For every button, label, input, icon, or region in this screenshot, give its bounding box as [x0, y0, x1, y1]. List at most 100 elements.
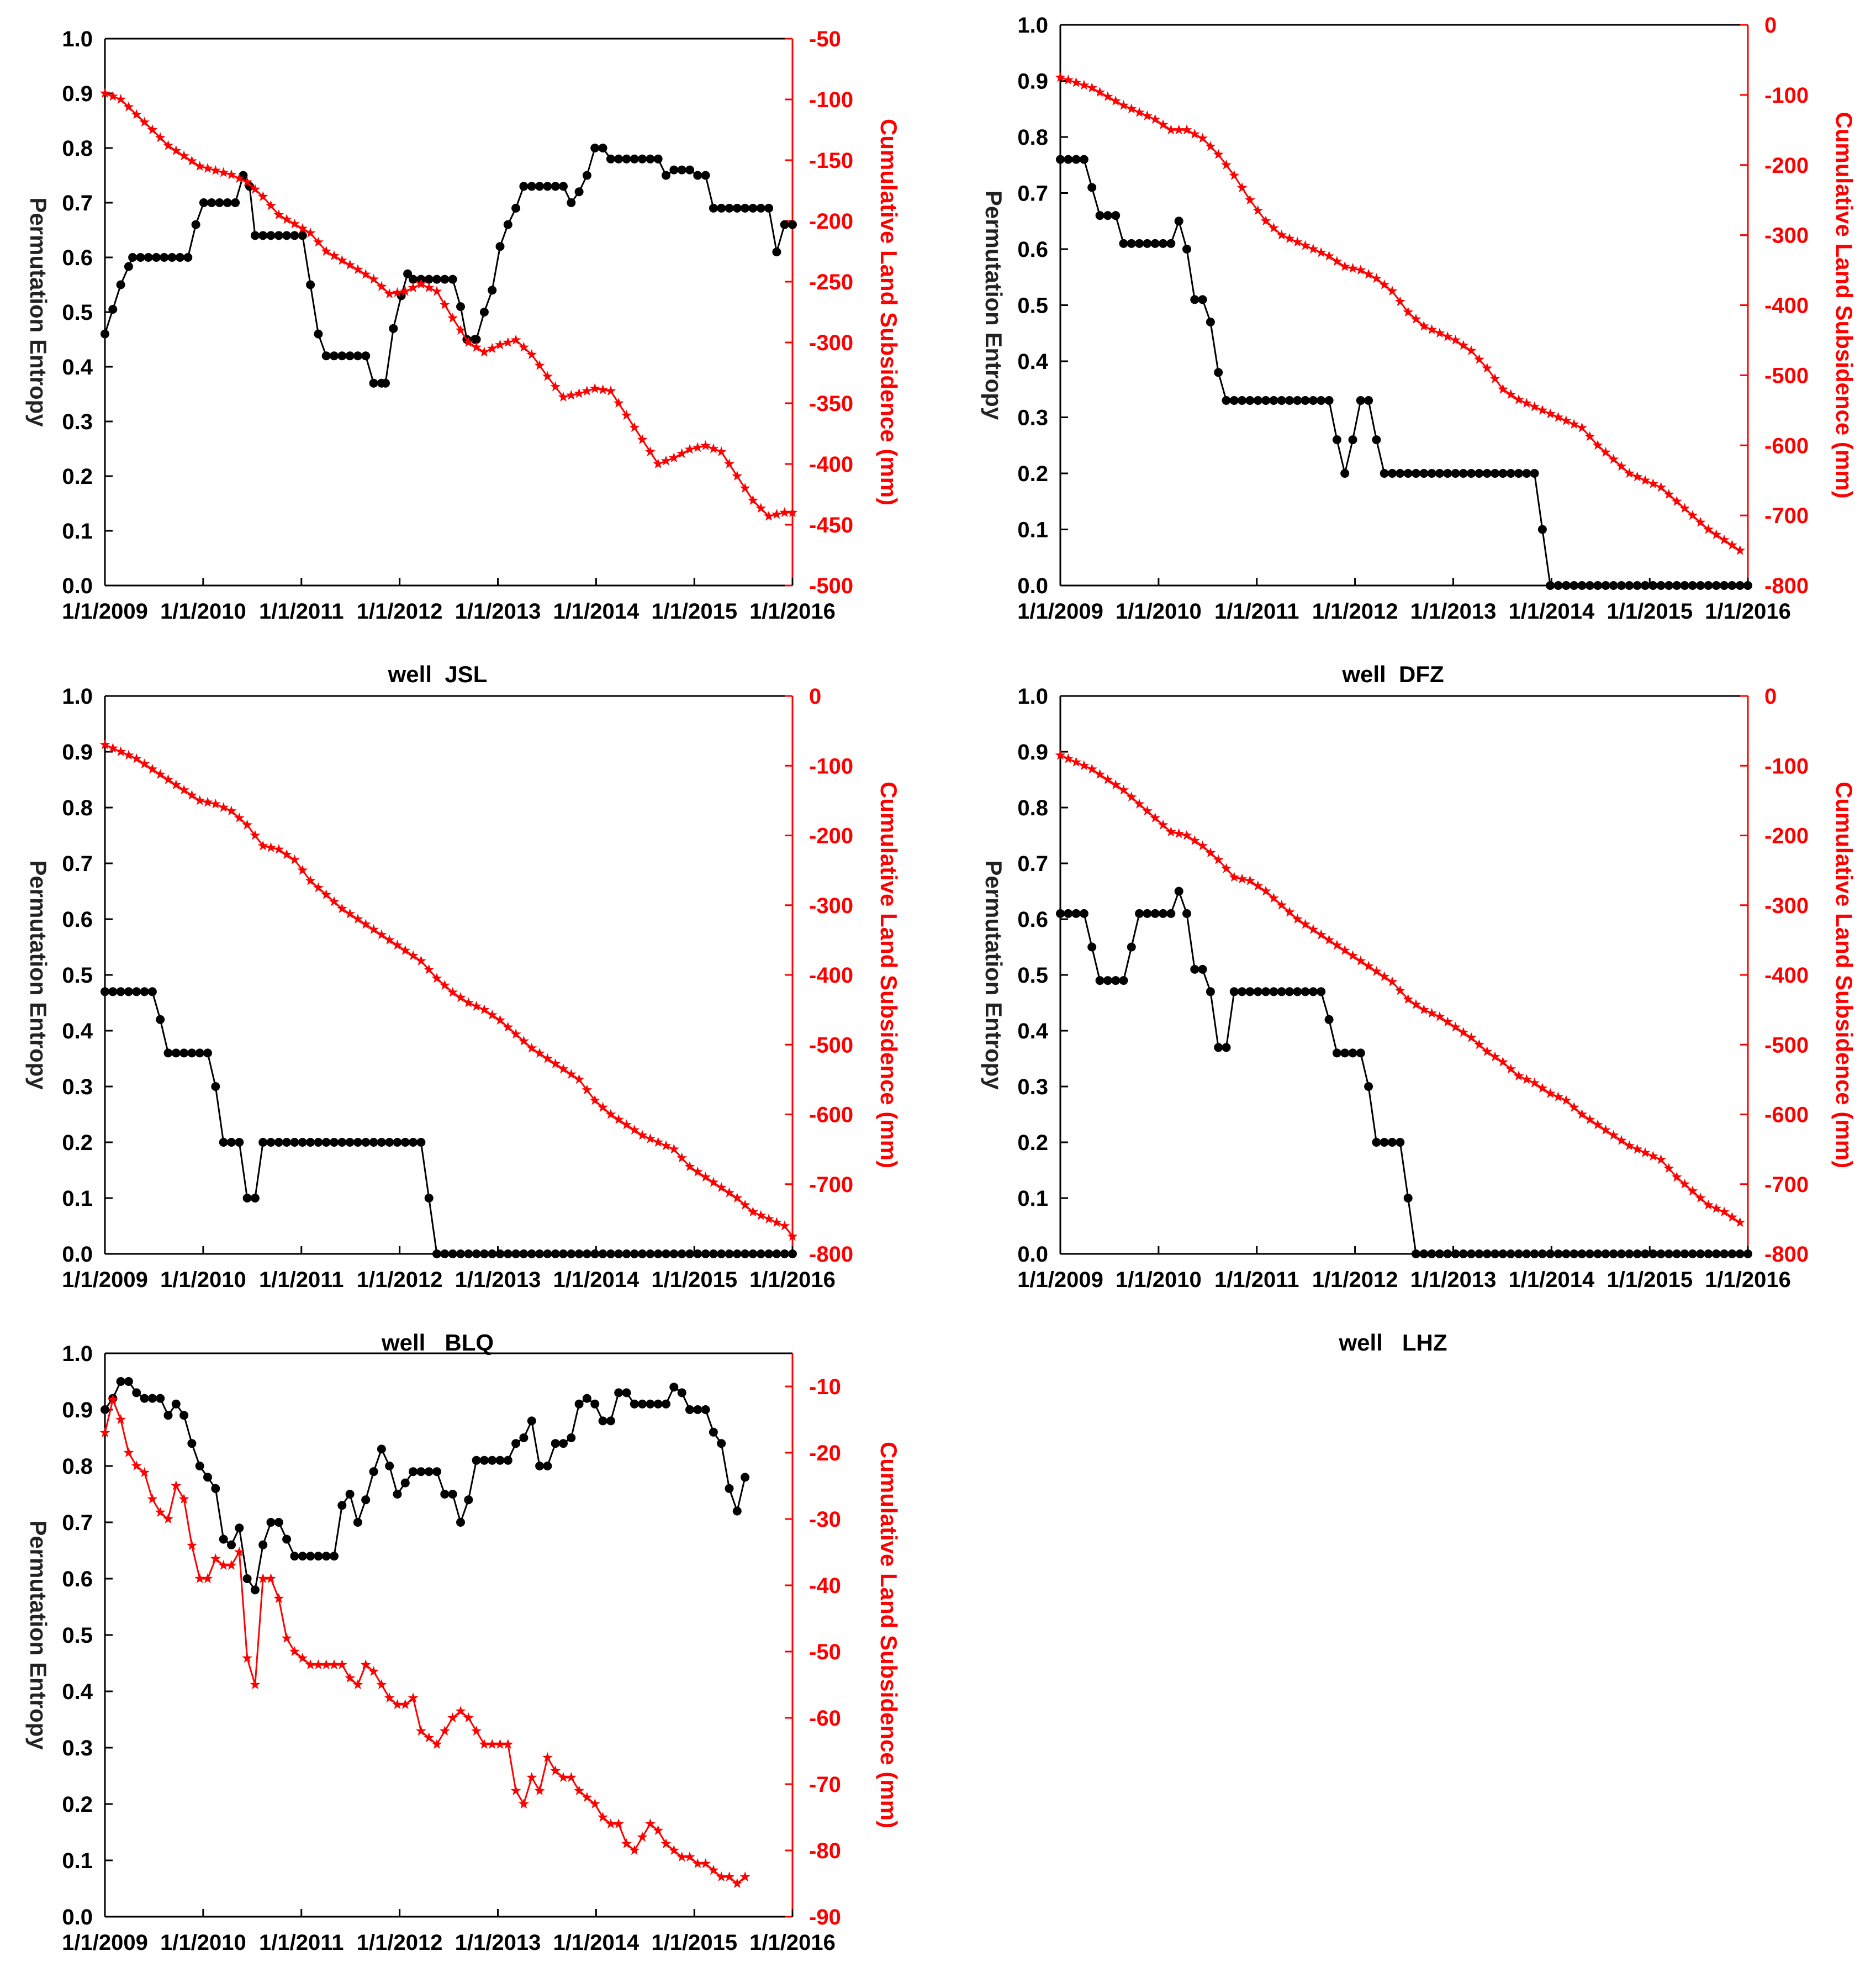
- subsidence-point: [574, 1074, 585, 1084]
- subsidence-point: [123, 101, 134, 112]
- y-left-tick-label: 0.2: [62, 465, 93, 489]
- subsidence-point: [250, 1679, 261, 1690]
- entropy-point: [1617, 581, 1626, 590]
- subsidence-point: [281, 1633, 292, 1643]
- entropy-point: [132, 987, 141, 996]
- subsidence-point: [1236, 873, 1248, 884]
- subsidence-point: [218, 1560, 229, 1570]
- entropy-point: [1356, 1048, 1365, 1058]
- y-right-tick-label: -600: [1764, 434, 1809, 458]
- entropy-point: [677, 165, 686, 175]
- entropy-point: [582, 171, 591, 180]
- subsidence-point: [589, 383, 600, 393]
- entropy-point: [1119, 239, 1128, 248]
- entropy-point: [440, 1249, 450, 1258]
- subsidence-point: [660, 1140, 672, 1151]
- subsidence-point: [677, 1852, 688, 1862]
- subsidence-point: [155, 769, 166, 779]
- entropy-point: [223, 198, 232, 207]
- subsidence-point: [534, 1785, 545, 1796]
- subsidence-point: [1521, 1074, 1532, 1084]
- entropy-point: [503, 220, 512, 229]
- subsidence-point: [589, 1799, 600, 1809]
- subsidence-series-blq: [99, 739, 798, 1241]
- subsidence-point: [1229, 170, 1240, 180]
- subsidence-point: [163, 140, 173, 150]
- entropy-point: [495, 1455, 505, 1465]
- entropy-point: [725, 1249, 734, 1258]
- subsidence-point: [455, 992, 466, 1003]
- entropy-point: [662, 171, 670, 180]
- subsidence-point: [644, 1818, 656, 1829]
- subsidence-point: [447, 313, 458, 323]
- subsidence-point: [226, 169, 237, 180]
- x-tick-label: 1/1/2010: [1116, 599, 1202, 624]
- subsidence-point: [542, 1053, 553, 1063]
- subsidence-point: [289, 218, 300, 229]
- entropy-point: [337, 1138, 347, 1147]
- subsidence-point: [1244, 875, 1255, 885]
- entropy-point: [582, 1394, 591, 1403]
- subsidence-point: [755, 1210, 767, 1220]
- subsidence-point: [1608, 1130, 1619, 1140]
- entropy-point: [1537, 1249, 1547, 1258]
- entropy-point: [788, 1249, 797, 1258]
- entropy-point: [1364, 396, 1373, 405]
- entropy-point: [1301, 987, 1310, 996]
- subsidence-point: [1095, 87, 1106, 97]
- entropy-point: [330, 351, 339, 361]
- axes-dfz: 0.0 0.1 0.2 0.3 0.4 0.5 0.6 0.7 0.8 0.9 1.0 -800 -70…: [1017, 13, 1809, 624]
- x-tick-label: 1/1/2009: [62, 1931, 148, 1955]
- subsidence-point: [550, 1765, 561, 1776]
- subsidence-point: [1095, 769, 1106, 779]
- x-tick-label: 1/1/2011: [259, 599, 344, 624]
- entropy-point: [101, 329, 109, 339]
- y-right-tick-label: -50: [809, 1640, 841, 1664]
- x-tick-label: 1/1/2015: [1607, 1268, 1693, 1292]
- subsidence-point: [1150, 114, 1161, 124]
- subsidence-point: [131, 753, 142, 763]
- subsidence-point: [1703, 524, 1714, 534]
- subsidence-point: [408, 1692, 419, 1703]
- subsidence-point: [1584, 431, 1595, 441]
- subsidence-point: [155, 1507, 166, 1517]
- entropy-point: [132, 1388, 141, 1397]
- subsidence-point: [495, 339, 505, 350]
- subsidence-point: [266, 200, 276, 210]
- entropy-point: [1498, 1249, 1508, 1258]
- entropy-point: [337, 1501, 347, 1510]
- subsidence-point: [479, 1739, 490, 1749]
- subsidence-point: [629, 1124, 640, 1135]
- subsidence-point: [226, 1560, 237, 1570]
- y-right-tick-label: -700: [1764, 1173, 1809, 1197]
- subsidence-point: [644, 446, 656, 457]
- subsidence-point: [1165, 124, 1176, 135]
- entropy-point: [1261, 987, 1271, 996]
- entropy-point: [369, 1467, 378, 1476]
- y-left-tick-label: 1.0: [62, 27, 93, 51]
- entropy-point: [598, 1249, 607, 1258]
- subsidence-point: [1308, 924, 1319, 934]
- y-right-tick-label: -800: [1764, 1242, 1809, 1267]
- entropy-point: [116, 987, 125, 996]
- subsidence-point: [510, 1785, 521, 1796]
- subsidence-point: [1505, 389, 1516, 399]
- subsidence-point: [1331, 940, 1343, 950]
- subsidence-point: [1671, 495, 1682, 506]
- subsidence-point: [644, 1133, 656, 1143]
- subsidence-point: [1497, 383, 1508, 394]
- subsidence-point: [447, 987, 458, 997]
- entropy-point: [321, 1138, 331, 1147]
- y-left-tick-label: 0.4: [1017, 1019, 1048, 1043]
- subsidence-point: [384, 288, 395, 299]
- subsidence-point: [210, 1553, 221, 1564]
- entropy-point: [1064, 909, 1073, 918]
- entropy-point: [1135, 239, 1144, 248]
- subsidence-point: [1537, 1083, 1548, 1093]
- entropy-point: [183, 253, 193, 262]
- subsidence-point: [503, 337, 514, 347]
- entropy-point: [274, 231, 283, 240]
- y-left-tick-label: 0.9: [62, 1398, 93, 1422]
- subsidence-point: [1679, 1178, 1690, 1189]
- subsidence-point: [1292, 914, 1303, 924]
